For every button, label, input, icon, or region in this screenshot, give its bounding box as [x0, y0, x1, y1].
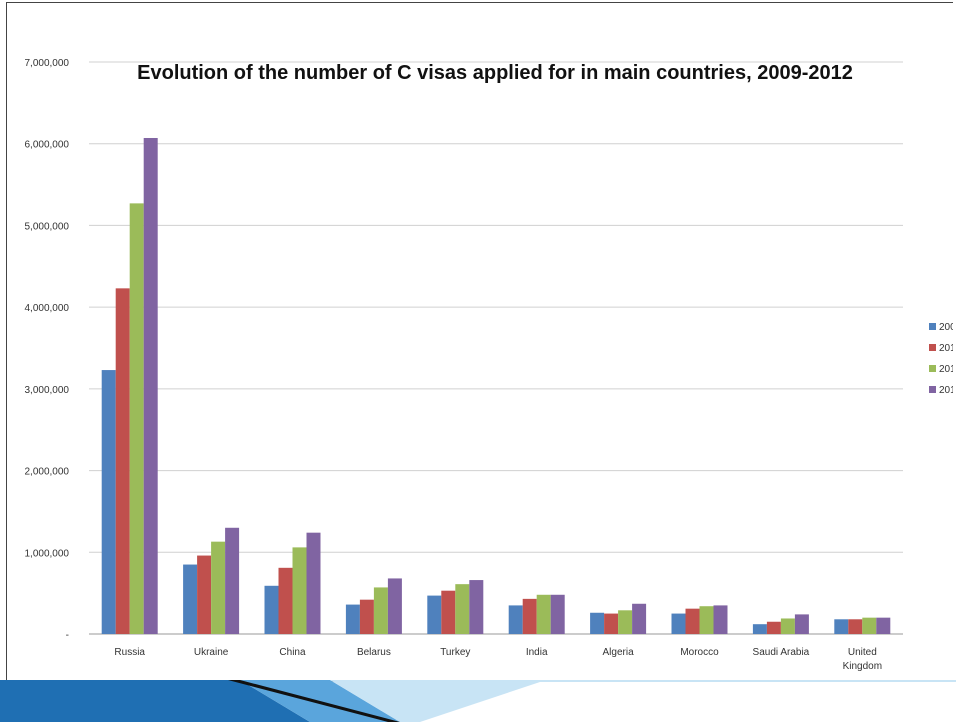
bar-2-1 [278, 567, 293, 634]
legend-label: 200 [939, 322, 953, 333]
bar-5-3 [550, 594, 565, 634]
y-tick-label: 4,000,000 [25, 303, 70, 314]
legend-swatch [929, 386, 936, 393]
bar-2-0 [264, 585, 279, 634]
bar-1-1 [197, 555, 212, 634]
bar-1-3 [225, 527, 240, 634]
x-tick-label: Algeria [603, 647, 635, 658]
bar-4-3 [469, 580, 484, 634]
band-pale-shape [330, 680, 956, 722]
x-tick-label: Kingdom [843, 661, 882, 672]
bar-5-1 [522, 598, 537, 634]
x-tick-label: India [526, 647, 548, 658]
x-tick-label: Saudi Arabia [753, 647, 810, 658]
bar-0-1 [115, 288, 130, 634]
bar-3-0 [345, 604, 360, 634]
bar-0-0 [101, 370, 116, 634]
y-tick-label: 7,000,000 [25, 58, 70, 69]
bar-2-3 [306, 532, 321, 634]
decorative-bottom-band [0, 680, 956, 722]
bar-7-2 [699, 606, 714, 634]
bar-1-2 [211, 541, 226, 634]
bar-chart: - 1,000,000 2,000,000 3,000,000 4,000,000 5,0… [25, 58, 954, 672]
bar-3-3 [387, 578, 402, 634]
bar-5-0 [508, 605, 523, 634]
bar-6-0 [590, 612, 605, 634]
bar-9-0 [834, 619, 849, 634]
bar-0-3 [143, 137, 158, 634]
bar-7-3 [713, 605, 728, 634]
legend-label: 201 [939, 385, 953, 396]
legend-swatch [929, 344, 936, 351]
bar-2-2 [292, 547, 307, 634]
x-tick-label: Ukraine [194, 647, 229, 658]
bar-8-1 [766, 621, 781, 634]
legend-swatch [929, 365, 936, 372]
bar-7-0 [671, 613, 686, 634]
y-tick-label: 3,000,000 [25, 385, 70, 396]
x-tick-label: Morocco [680, 647, 719, 658]
band-dark-shape [228, 680, 400, 722]
bar-4-2 [455, 584, 470, 634]
bar-5-2 [536, 594, 551, 634]
band-blue-shape [0, 680, 310, 722]
bar-4-0 [427, 595, 442, 634]
bar-9-1 [848, 619, 863, 634]
x-tick-label: Turkey [440, 647, 470, 658]
bar-3-1 [359, 599, 374, 634]
bar-3-2 [373, 587, 388, 634]
bar-6-1 [604, 613, 619, 634]
bar-7-1 [685, 608, 700, 634]
y-tick-label: 1,000,000 [25, 548, 70, 559]
legend-label: 201 [939, 343, 953, 354]
bar-8-3 [794, 614, 809, 634]
x-tick-label: United [848, 647, 877, 658]
bar-9-3 [876, 617, 891, 634]
x-tick-label: Belarus [357, 647, 391, 658]
bar-8-0 [752, 624, 767, 634]
bar-6-3 [632, 603, 647, 634]
bar-1-0 [183, 564, 198, 634]
x-axis-labels: Russia Ukraine China Belarus Turkey India Alge… [114, 647, 882, 672]
y-tick-label: - [66, 630, 69, 641]
x-tick-label: China [279, 647, 306, 658]
legend-swatch [929, 323, 936, 330]
y-tick-label: 6,000,000 [25, 140, 70, 151]
bar-6-2 [618, 610, 633, 634]
bar-9-2 [862, 617, 877, 634]
legend: 200 201 201 201 [929, 322, 953, 396]
y-tick-label: 5,000,000 [25, 221, 70, 232]
bar-4-1 [441, 590, 456, 634]
bar-0-2 [129, 203, 144, 634]
legend-label: 201 [939, 364, 953, 375]
x-tick-label: Russia [114, 647, 145, 658]
bars-layer [101, 137, 891, 634]
grid-layer: - 1,000,000 2,000,000 3,000,000 4,000,000 5,0… [25, 58, 903, 641]
y-tick-label: 2,000,000 [25, 467, 70, 478]
chart-title: Evolution of the number of C visas appli… [137, 62, 853, 84]
bar-8-2 [780, 618, 795, 634]
chart-frame: - 1,000,000 2,000,000 3,000,000 4,000,000 5,0… [6, 2, 953, 682]
